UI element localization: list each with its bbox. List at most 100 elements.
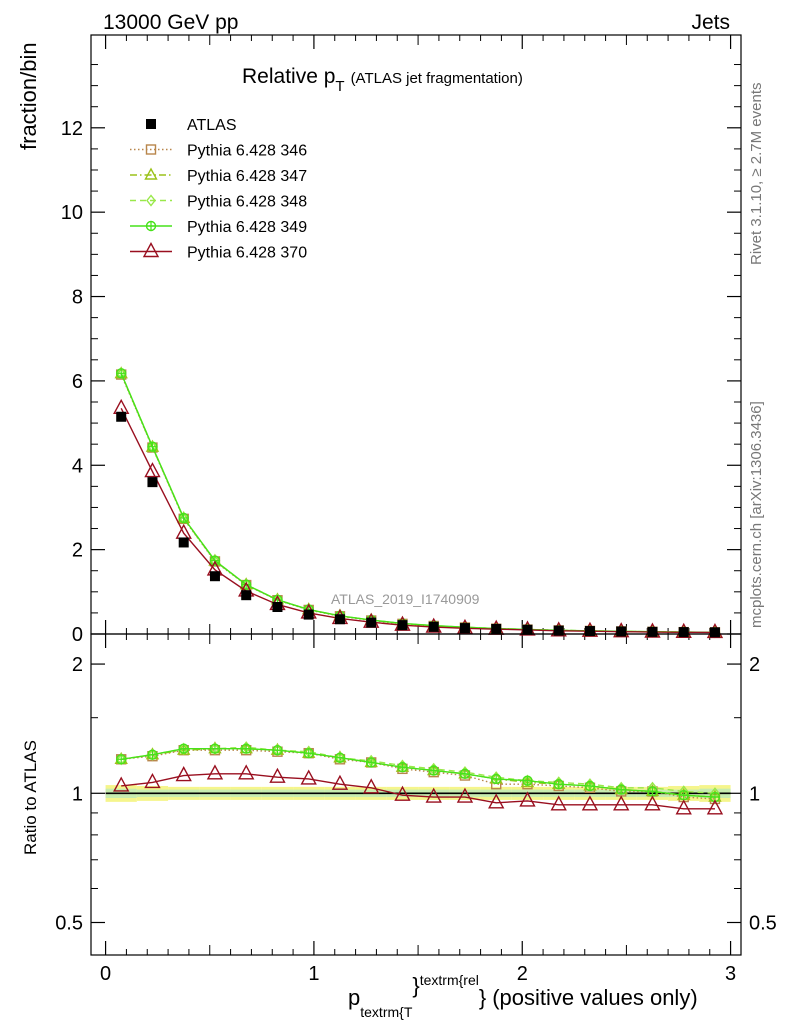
ratio-y-tick-label: 1 xyxy=(72,783,83,805)
legend-item-atlas: ATLAS xyxy=(146,117,237,134)
ratio-series-p370-point xyxy=(425,787,442,803)
xlabel-main: p xyxy=(348,985,360,1010)
series-atlas-point xyxy=(522,624,533,635)
ratio-y-tick-label-right: 2 xyxy=(749,654,760,676)
ratio-series-p370-point xyxy=(144,772,161,789)
ratio-series-p370-point xyxy=(269,767,286,783)
ylabel-top: fraction/bin xyxy=(16,42,41,150)
ratio-series-p349-point xyxy=(116,754,127,765)
ratio-series-p349-point xyxy=(584,780,596,792)
ratio-series-p349-point xyxy=(459,768,471,780)
xlabel-brace2: } xyxy=(479,985,486,1010)
ratio-series-p349-point xyxy=(397,762,408,773)
ratio-series-p349-point xyxy=(241,743,252,754)
ratio-series-p370-point xyxy=(519,791,536,807)
legend-marker-p347 xyxy=(144,167,158,180)
series-atlas xyxy=(116,411,720,638)
ratio-series-p349-point xyxy=(147,749,158,760)
ratio-series-p370-point xyxy=(644,795,661,811)
legend-marker-p349 xyxy=(145,220,157,232)
series-atlas-point xyxy=(334,614,345,625)
ratio-series-p349-point xyxy=(553,778,564,790)
plot-title: Relative pT (ATLAS jet fragmentation) xyxy=(242,65,523,95)
xlabel-sup: textrm{rel xyxy=(420,972,479,988)
series-atlas-point xyxy=(397,620,408,631)
ratio-series-p370-point xyxy=(331,774,349,790)
series-atlas-point xyxy=(678,627,689,638)
series-atlas-point xyxy=(272,602,283,613)
legend-marker-atlas xyxy=(146,119,156,129)
series-atlas-point xyxy=(709,627,720,638)
ratio-y-tick-label: 2 xyxy=(72,654,83,676)
top-y-tick-label: 6 xyxy=(72,371,83,393)
ratio-series-p370-point xyxy=(581,795,599,811)
legend-item-p370: Pythia 6.428 370 xyxy=(130,242,307,262)
xlabel-brace: } xyxy=(412,973,419,998)
ratio-series-p370-point xyxy=(394,785,411,801)
ratio-series-p370-point xyxy=(488,793,505,809)
ratio-series-p370-point xyxy=(206,764,224,780)
ratio-series-p370-point xyxy=(550,795,567,811)
legend-marker-p370 xyxy=(142,242,160,258)
legend-items: ATLAS Pythia 6.428 346 Pythia 6.428 347 Pyt… xyxy=(130,117,307,262)
series-p349-point xyxy=(147,441,158,452)
series-atlas-point xyxy=(116,411,127,422)
header-energy: 13000 GeV pp xyxy=(103,11,238,34)
top-series-layer xyxy=(113,366,724,639)
ratio-series-p349-point xyxy=(428,765,439,776)
series-atlas-point xyxy=(209,571,220,582)
ratio-series-p349-point xyxy=(491,773,502,785)
legend-item-p347: Pythia 6.428 347 xyxy=(130,167,307,185)
ratio-series-p349-point xyxy=(678,789,689,801)
series-atlas-point xyxy=(428,621,439,632)
series-p370-point xyxy=(144,462,161,478)
series-atlas-point xyxy=(178,537,189,548)
ratio-uncertainty-bands xyxy=(105,785,731,802)
top-y-tick-label: 4 xyxy=(72,455,83,477)
ratio-series-p370-point xyxy=(175,766,192,782)
mcplots-label: mcplots.cern.ch [arXiv:1306.3436] xyxy=(748,401,765,628)
ratio-series-p349-line xyxy=(121,748,716,798)
ratio-series-layer xyxy=(113,741,724,815)
ratio-series-p370-point xyxy=(363,778,380,794)
ratio-series-p370-point xyxy=(238,764,255,780)
series-atlas-point xyxy=(241,590,252,601)
top-y-tick-label: 2 xyxy=(72,540,83,562)
legend-marker-p348 xyxy=(146,194,156,207)
legend-item-p346: Pythia 6.428 346 xyxy=(130,143,307,160)
ratio-series-p370-point xyxy=(300,769,317,785)
plot-title-sub: T xyxy=(335,78,344,95)
x-tick-label: 2 xyxy=(517,963,528,985)
header-process: Jets xyxy=(691,11,730,34)
top-y-tick-label: 12 xyxy=(61,118,83,140)
series-atlas-point xyxy=(491,623,502,634)
series-p349-point xyxy=(116,368,127,379)
ratio-axis-ticks: 0.5 0.5 1 1 2 2 0 1 2 3 xyxy=(55,634,777,985)
legend-label-p346: Pythia 6.428 346 xyxy=(187,143,307,160)
legend-label-p347: Pythia 6.428 347 xyxy=(187,168,307,185)
top-y-tick-label: 10 xyxy=(61,202,83,224)
legend-item-p348: Pythia 6.428 348 xyxy=(130,194,307,211)
legend-label-p370: Pythia 6.428 370 xyxy=(187,245,307,262)
rivet-label: Rivet 3.1.10, ≥ 2.7M events xyxy=(748,83,765,266)
ratio-panel-frame xyxy=(90,633,742,956)
ratio-series-p349-point xyxy=(209,743,221,754)
ratio-series-p349-point xyxy=(178,743,189,754)
ratio-series-p349-point xyxy=(366,757,377,768)
top-axis-ticks: 0 2 4 6 8 10 12 xyxy=(61,35,741,646)
ratio-series-p349-point xyxy=(647,786,658,797)
series-atlas-point xyxy=(553,625,564,636)
xlabel-sub: textrm{T xyxy=(360,1004,413,1020)
x-tick-label: 0 xyxy=(100,963,111,985)
xlabel-rest: (positive values only) xyxy=(492,985,697,1010)
series-atlas-point xyxy=(303,609,314,620)
ratio-series-p349-point xyxy=(303,747,314,759)
x-tick-label: 3 xyxy=(725,963,736,985)
ratio-series-p349-point xyxy=(616,784,627,795)
ratio-series-p370-point xyxy=(675,799,692,815)
top-y-tick-label: 8 xyxy=(72,287,83,309)
legend: ATLAS Pythia 6.428 346 Pythia 6.428 347 Pyt… xyxy=(130,117,307,262)
legend-item-p349: Pythia 6.428 349 xyxy=(130,219,307,236)
xlabel: ptextrm{T}textrm{rel} (positive values on… xyxy=(348,972,698,1020)
